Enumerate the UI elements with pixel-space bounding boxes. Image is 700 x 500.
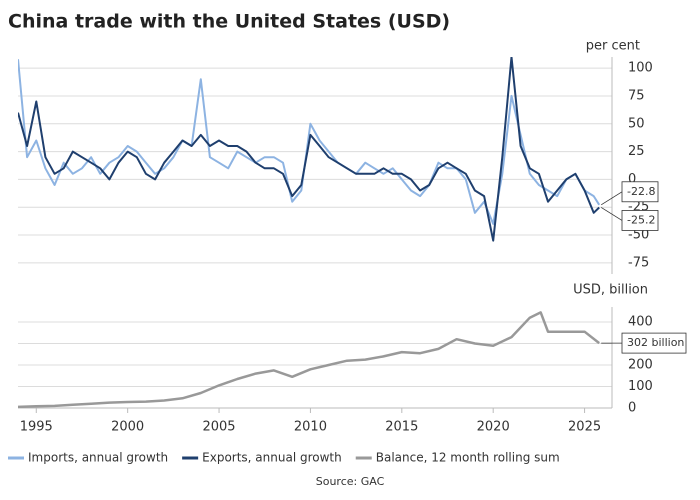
y-tick-label: -50 xyxy=(628,228,649,243)
x-tick-label: 2025 xyxy=(568,420,601,435)
label-pointer xyxy=(600,191,623,206)
y-tick-label: 25 xyxy=(628,144,645,159)
y2-tick-label: 400 xyxy=(628,315,653,330)
y2-tick-label: 0 xyxy=(628,401,636,416)
series-line xyxy=(18,59,601,225)
legend-label: Exports, annual growth xyxy=(202,451,342,465)
label-pointer xyxy=(600,207,623,221)
end-label: 302 billion xyxy=(627,336,684,349)
x-tick-label: 2020 xyxy=(477,420,510,435)
legend-label: Imports, annual growth xyxy=(28,451,168,465)
label-box xyxy=(621,332,687,354)
y2-tick-label: 200 xyxy=(628,358,653,373)
y-tick-label: -75 xyxy=(628,255,649,270)
y-axis-label: per cent xyxy=(586,39,640,54)
end-label: -22.8 xyxy=(627,185,655,198)
y-tick-label: 50 xyxy=(628,116,645,131)
x-tick-label: 2010 xyxy=(294,420,327,435)
y-tick-label: 0 xyxy=(628,172,636,187)
x-tick-label: 2000 xyxy=(111,420,144,435)
x-tick-label: 2005 xyxy=(202,420,235,435)
chart-title: China trade with the United States (USD) xyxy=(8,11,450,33)
x-tick-label: 2015 xyxy=(385,420,418,435)
label-box xyxy=(621,210,659,231)
y2-tick-label: 100 xyxy=(628,379,653,394)
y-tick-label: 100 xyxy=(628,61,653,76)
x-tick-label: 1995 xyxy=(20,420,53,435)
end-label: -25.2 xyxy=(627,213,655,226)
legend-label: Balance, 12 month rolling sum xyxy=(376,451,560,465)
series-line xyxy=(18,57,600,242)
series-line xyxy=(18,311,600,408)
label-box xyxy=(621,181,659,203)
y2-axis-label: USD, billion xyxy=(573,283,648,298)
source: Source: GAC xyxy=(316,475,385,488)
y-tick-label: 75 xyxy=(628,88,645,103)
